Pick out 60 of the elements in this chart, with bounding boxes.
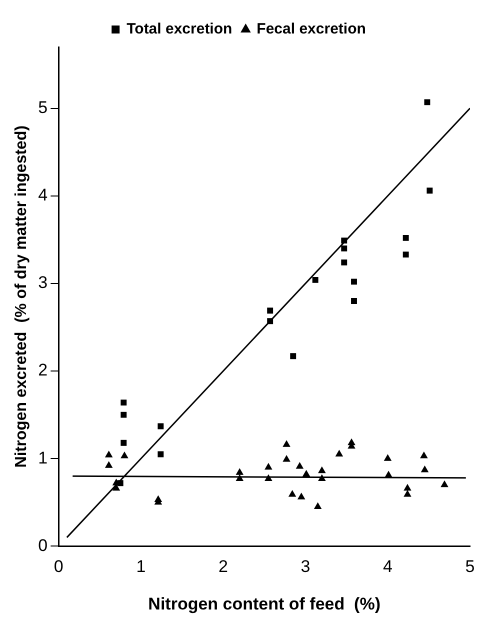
point xyxy=(341,245,348,252)
point xyxy=(158,451,164,458)
point xyxy=(402,252,409,258)
point xyxy=(236,474,244,482)
y-tick-label: 3 xyxy=(38,273,48,292)
point xyxy=(267,308,274,314)
x-tick-label: 1 xyxy=(136,557,146,576)
point xyxy=(440,480,448,488)
y-tick-label: 4 xyxy=(38,186,48,205)
y-tick-label: 0 xyxy=(38,536,48,555)
point xyxy=(120,452,128,458)
point xyxy=(384,454,392,461)
point xyxy=(424,99,430,106)
point xyxy=(404,484,412,491)
point xyxy=(404,490,412,497)
legend-label: Total excretion xyxy=(126,20,232,38)
point xyxy=(120,400,127,406)
x-tick-label: 5 xyxy=(465,557,475,576)
point xyxy=(105,462,112,468)
point xyxy=(298,493,305,500)
point xyxy=(302,470,310,477)
y-axis-title: Nitrogen excreted (% of dry matter ingested) xyxy=(13,125,30,468)
point xyxy=(290,353,296,360)
point xyxy=(336,450,343,456)
point xyxy=(236,468,244,475)
point xyxy=(341,259,348,266)
point xyxy=(426,188,433,194)
point xyxy=(318,474,326,482)
y-tick-label: 2 xyxy=(38,360,48,380)
point xyxy=(105,451,112,458)
point xyxy=(318,466,326,474)
point xyxy=(420,452,428,458)
x-axis-title: Nitrogen content of feed (%) xyxy=(148,594,380,614)
point xyxy=(314,502,322,510)
y-tick-label: 5 xyxy=(38,98,48,117)
point xyxy=(385,471,392,478)
point xyxy=(264,463,272,470)
point xyxy=(117,480,124,486)
point xyxy=(421,466,428,472)
x-tick-label: 3 xyxy=(300,557,310,576)
x-tick-label: 2 xyxy=(218,557,228,576)
point xyxy=(158,423,164,430)
point xyxy=(283,455,290,462)
point xyxy=(312,276,318,283)
point xyxy=(341,238,348,244)
point xyxy=(288,490,296,497)
point xyxy=(264,474,272,482)
point xyxy=(120,412,127,418)
point xyxy=(267,318,274,324)
y-tick-label: 1 xyxy=(38,448,48,468)
point xyxy=(402,234,409,241)
point xyxy=(351,298,357,304)
point xyxy=(283,440,290,447)
point xyxy=(296,462,304,469)
point xyxy=(120,440,127,446)
x-tick-label: 4 xyxy=(382,557,392,576)
point xyxy=(112,484,120,491)
legend-label: Fecal excretion xyxy=(256,20,366,38)
point xyxy=(351,278,357,285)
x-tick-label: 0 xyxy=(54,557,64,576)
